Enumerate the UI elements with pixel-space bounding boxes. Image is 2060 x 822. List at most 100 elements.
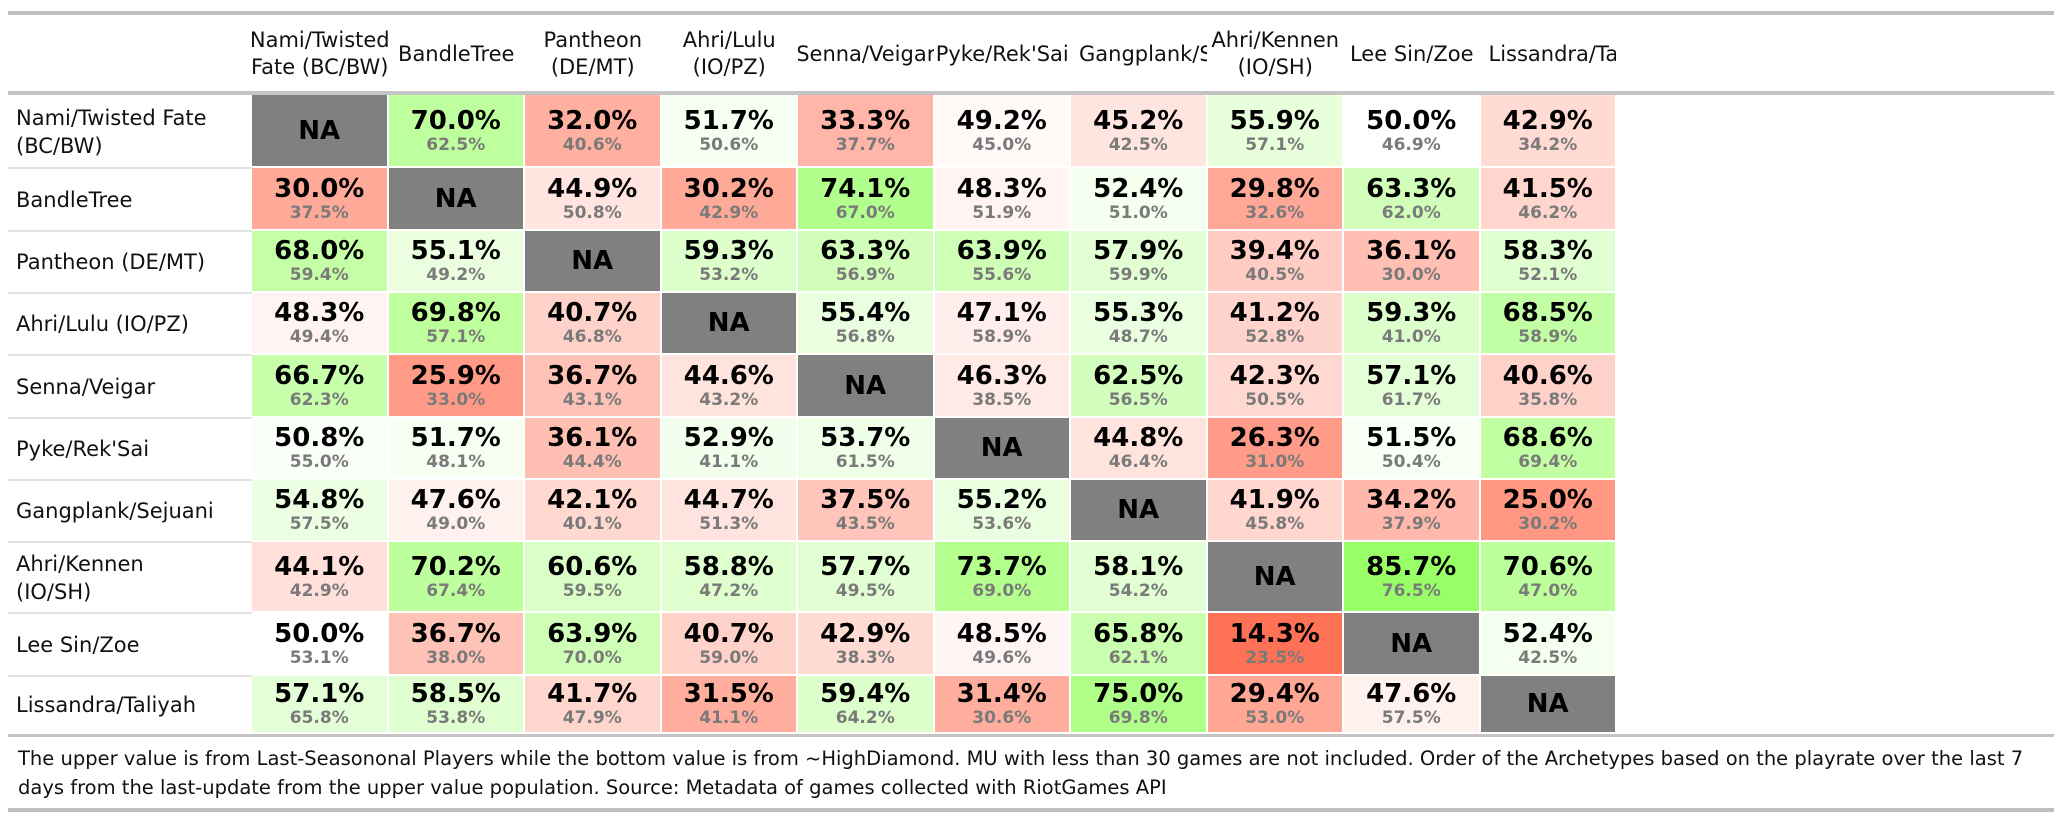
matchup-cell: 58.1% 54.2% [1071,542,1208,613]
lower-value: 62.5% [426,134,486,155]
upper-value: 47.1% [956,298,1047,328]
upper-value: 26.3% [1229,423,1320,453]
upper-value: 51.7% [683,105,774,136]
upper-value: 30.2% [683,173,774,204]
upper-value: 48.3% [274,298,365,328]
upper-value: 62.5% [1093,360,1184,391]
upper-value: 49.2% [956,105,1047,136]
upper-value: 44.1% [274,551,365,582]
upper-value: 34.2% [1366,485,1457,515]
lower-value: 53.0% [1245,708,1305,728]
lower-value: 48.7% [1108,327,1168,347]
column-header-pantheon-de-mt: Pantheon (DE/MT) [543,28,643,79]
upper-value: 59.4% [820,679,911,709]
lower-value: 44.4% [562,452,622,472]
na-label: NA [707,308,750,338]
upper-value: 55.3% [1093,298,1184,328]
lower-value: 45.8% [1245,514,1305,534]
matchup-cell: 44.8% 46.4% [1071,418,1208,480]
lower-value: 58.9% [1518,327,1578,347]
matchup-cell: NA [661,293,798,355]
matchup-cell: 31.4% 30.6% [934,676,1071,734]
matchup-cell: 55.2% 53.6% [934,480,1071,542]
matchup-cell: 31.5% 41.1% [661,676,798,734]
matchup-cell: 50.0% 46.9% [1344,95,1481,168]
matchup-cell: NA [1480,676,1617,734]
column-header-ahri-kennen-io-sh: Ahri/Kennen (IO/SH) [1211,28,1340,79]
lower-value: 52.1% [1518,265,1578,285]
matchup-cell: 50.0% 53.1% [252,613,389,676]
matchup-cell: 48.3% 51.9% [934,168,1071,231]
upper-value: 58.5% [410,679,501,709]
matchup-cell: 59.4% 64.2% [798,676,935,734]
lower-value: 59.4% [289,265,349,285]
lower-value: 53.2% [699,265,759,285]
lower-value: 53.6% [972,514,1032,534]
matchup-cell: 68.6% 69.4% [1480,418,1617,480]
upper-value: 74.1% [820,173,911,204]
lower-value: 40.6% [562,134,622,155]
lower-value: 50.6% [699,134,759,155]
matchup-cell: 44.1% 42.9% [252,542,389,613]
lower-value: 49.4% [289,327,349,347]
upper-value: 42.9% [820,618,911,649]
matchup-cell: 34.2% 37.9% [1344,480,1481,542]
lower-value: 50.4% [1381,452,1441,472]
lower-value: 38.0% [426,647,486,668]
upper-value: 25.0% [1502,485,1593,515]
matchup-cell: 41.5% 46.2% [1480,168,1617,231]
column-header-lee-sin-zoe: Lee Sin/Zoe [1349,41,1474,66]
matchup-cell: 55.3% 48.7% [1071,293,1208,355]
matchup-cell: 42.3% 50.5% [1207,355,1344,418]
header-rule [8,91,2054,95]
matchup-cell: NA [525,231,662,293]
upper-value: 29.4% [1229,679,1320,709]
upper-value: 40.6% [1502,360,1593,391]
lower-value: 40.5% [1245,265,1305,285]
column-header-lissandra-taliyah: Lissandra/Taliyah [1488,41,1617,66]
matchup-cell: NA [934,418,1071,480]
upper-value: 63.3% [1366,173,1457,204]
column-header-gangplank-sejuani: Gangplank/Sejuani [1079,41,1207,66]
matchup-cell: 65.8% 62.1% [1071,613,1208,676]
lower-value: 40.1% [562,514,622,534]
matchup-cell: 75.0% 69.8% [1071,676,1208,734]
lower-value: 38.5% [972,389,1032,410]
matchup-cell: 29.8% 32.6% [1207,168,1344,231]
matchup-cell: 58.5% 53.8% [388,676,525,734]
lower-value: 54.2% [1108,580,1168,601]
lower-value: 53.8% [426,708,486,728]
na-label: NA [1117,495,1160,525]
upper-value: 51.7% [410,423,501,453]
matchup-cell: 51.7% 48.1% [388,418,525,480]
upper-value: 29.8% [1229,173,1320,204]
matchup-cell: 40.6% 35.8% [1480,355,1617,418]
upper-value: 41.7% [547,679,638,709]
upper-value: 36.1% [547,423,638,453]
upper-value: 41.5% [1502,173,1593,204]
row-divider [8,675,252,677]
matchup-cell: 58.8% 47.2% [661,542,798,613]
upper-value: 63.9% [547,618,638,649]
matchup-cell: 74.1% 67.0% [798,168,935,231]
upper-value: 44.6% [683,360,774,391]
matchup-cell: 36.1% 44.4% [525,418,662,480]
upper-value: 63.3% [820,236,911,266]
matchup-cell: 63.3% 62.0% [1344,168,1481,231]
lower-value: 41.1% [699,708,759,728]
matchup-cell: 41.7% 47.9% [525,676,662,734]
upper-value: 50.8% [274,423,365,453]
na-label: NA [844,370,887,401]
column-header-bandletree: BandleTree [398,41,515,66]
upper-value: 85.7% [1366,551,1457,582]
na-label: NA [434,183,477,214]
lower-value: 56.9% [835,265,895,285]
lower-value: 55.0% [289,452,349,472]
matchup-cell: 63.9% 70.0% [525,613,662,676]
upper-value: 42.9% [1502,105,1593,136]
lower-value: 49.0% [426,514,486,534]
upper-value: 50.0% [274,618,365,649]
lower-value: 50.8% [562,202,622,223]
matchup-cell: 62.5% 56.5% [1071,355,1208,418]
matchup-cell: 70.6% 47.0% [1480,542,1617,613]
